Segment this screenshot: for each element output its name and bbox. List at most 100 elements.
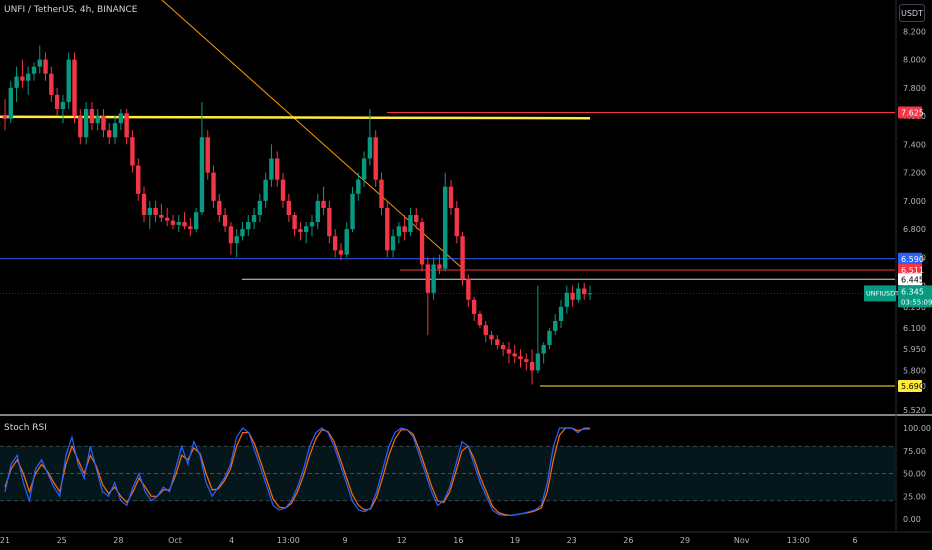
candle-body bbox=[141, 193, 147, 215]
price-label-text: 6.445 bbox=[901, 275, 924, 284]
price-tick-label: 8.200 bbox=[903, 27, 926, 36]
price-label-text: 6.590 bbox=[901, 255, 924, 264]
time-tick-label: 21 bbox=[0, 536, 10, 545]
price-tick-label: 7.200 bbox=[903, 169, 926, 178]
candle-body bbox=[124, 113, 129, 138]
candle-body bbox=[188, 226, 193, 230]
candle-body bbox=[524, 359, 529, 362]
hline-yellow-resistance bbox=[0, 115, 591, 120]
candle-body bbox=[379, 179, 384, 208]
candle-body bbox=[408, 215, 413, 232]
candle-body bbox=[136, 165, 141, 194]
candle-body bbox=[199, 137, 205, 213]
candle-body bbox=[153, 207, 158, 215]
candle-body bbox=[431, 264, 436, 293]
candle-body bbox=[338, 250, 344, 255]
price-tick-label: 7.400 bbox=[903, 140, 926, 149]
candle-body bbox=[448, 186, 454, 208]
horizontal-lines[interactable] bbox=[0, 112, 895, 387]
candle-body bbox=[553, 320, 558, 331]
candle-body bbox=[558, 306, 564, 321]
chart-title: UNFI / TetherUS, 4h, BINANCE bbox=[4, 5, 138, 15]
currency-button[interactable]: USDT bbox=[899, 4, 925, 22]
price-label-badge bbox=[898, 106, 922, 119]
time-tick-label: 9 bbox=[342, 536, 347, 545]
candle-body bbox=[217, 200, 222, 215]
candlestick-series bbox=[2, 45, 593, 385]
candle-body bbox=[286, 200, 292, 215]
candle-body bbox=[570, 292, 575, 300]
ticker-price: 6.345 bbox=[901, 287, 924, 296]
candle-body bbox=[477, 313, 483, 326]
candle-body bbox=[350, 193, 355, 230]
candle-body bbox=[564, 292, 570, 307]
stoch-tick-label: 100.00 bbox=[903, 424, 931, 433]
price-axis[interactable]: 8.2008.0007.8007.6007.4007.2007.0006.800… bbox=[903, 27, 926, 415]
candle-body bbox=[228, 226, 234, 244]
time-tick-label: Nov bbox=[734, 536, 750, 545]
ticker-symbol-badge bbox=[864, 285, 896, 302]
candle-body bbox=[31, 66, 37, 74]
time-tick-label: 29 bbox=[680, 536, 690, 545]
candle-body bbox=[234, 236, 239, 244]
candle-body bbox=[54, 94, 60, 110]
price-label-badge bbox=[898, 379, 922, 392]
candle-body bbox=[327, 207, 332, 237]
price-tick-label: 6.100 bbox=[903, 324, 926, 333]
price-tick-label: 5.800 bbox=[903, 366, 926, 375]
candle-body bbox=[269, 158, 274, 180]
candle-body bbox=[107, 130, 112, 138]
price-label-badge bbox=[898, 263, 922, 276]
candle-body bbox=[176, 222, 181, 225]
price-tick-label: 6.800 bbox=[903, 225, 926, 234]
candle-body bbox=[130, 137, 135, 166]
candle-body bbox=[442, 186, 448, 269]
candle-body bbox=[518, 356, 523, 360]
time-tick-label: 19 bbox=[510, 536, 520, 545]
price-tick-label: 5.520 bbox=[903, 406, 926, 415]
time-axis[interactable]: 21 25 28 Oct 4 13:00 9 12 16 19 23 26 29 Nov 13:00 6 bbox=[0, 536, 858, 545]
candle-body bbox=[164, 217, 170, 221]
time-tick-label: 23 bbox=[567, 536, 577, 545]
candle-body bbox=[25, 73, 31, 81]
price-label-text: 5.690 bbox=[901, 382, 924, 391]
candle-body bbox=[419, 222, 425, 265]
price-tick-label: 7.800 bbox=[903, 84, 926, 93]
candle-body bbox=[437, 264, 442, 269]
candle-body bbox=[182, 222, 187, 227]
candle-body bbox=[541, 345, 546, 354]
ticker-countdown: 03:55:09 bbox=[901, 298, 932, 306]
price-label-badge bbox=[898, 273, 922, 286]
candle-body bbox=[309, 222, 315, 227]
stoch-k-line bbox=[4, 427, 590, 517]
candle-body bbox=[159, 215, 164, 218]
ticker-symbol: UNFIUSDT bbox=[866, 289, 899, 297]
candle-body bbox=[414, 215, 419, 223]
candle-body bbox=[83, 109, 89, 138]
candle-body bbox=[547, 330, 552, 345]
candle-body bbox=[576, 288, 581, 300]
candle-body bbox=[78, 116, 83, 138]
candle-body bbox=[321, 200, 326, 208]
time-tick-label: 4 bbox=[229, 536, 234, 545]
candle-body bbox=[471, 299, 477, 314]
stoch-axis[interactable]: 100.00 75.00 50.00 25.00 0.00 bbox=[903, 424, 931, 524]
indicator-title[interactable]: Stoch RSI bbox=[4, 423, 47, 433]
candle-body bbox=[582, 288, 587, 295]
stoch-tick-label: 25.00 bbox=[903, 492, 926, 501]
candle-body bbox=[587, 293, 593, 295]
candle-body bbox=[356, 179, 361, 194]
candle-body bbox=[402, 226, 407, 232]
candle-body bbox=[460, 236, 465, 279]
candle-body bbox=[170, 220, 176, 225]
price-tick-label: 7.000 bbox=[903, 197, 926, 206]
candle-body bbox=[112, 123, 118, 138]
candle-body bbox=[222, 215, 228, 227]
candle-body bbox=[385, 207, 390, 251]
candle-body bbox=[361, 158, 367, 180]
time-tick-label: 28 bbox=[113, 536, 123, 545]
candle-body bbox=[72, 59, 77, 117]
time-tick-label: 13:00 bbox=[787, 536, 810, 545]
